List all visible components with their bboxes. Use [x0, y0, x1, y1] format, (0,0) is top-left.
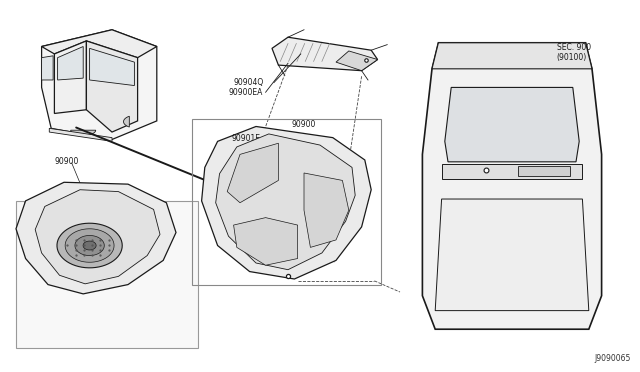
Polygon shape: [42, 30, 157, 140]
Polygon shape: [83, 241, 96, 250]
Text: 90900EA: 90900EA: [228, 88, 263, 97]
Polygon shape: [42, 56, 53, 80]
Polygon shape: [518, 166, 570, 176]
Text: J9090065: J9090065: [594, 354, 630, 363]
Polygon shape: [54, 41, 86, 113]
Polygon shape: [35, 190, 160, 284]
Polygon shape: [124, 116, 129, 127]
Polygon shape: [442, 164, 582, 179]
Polygon shape: [75, 235, 104, 256]
Bar: [192, 119, 381, 285]
Polygon shape: [57, 223, 122, 268]
Text: SEC. 900
(90100): SEC. 900 (90100): [557, 43, 591, 62]
Polygon shape: [216, 134, 355, 270]
Polygon shape: [49, 128, 112, 141]
Bar: [16, 201, 198, 348]
Polygon shape: [234, 218, 298, 265]
Polygon shape: [227, 143, 278, 203]
Text: 90904Q: 90904Q: [234, 78, 264, 87]
Polygon shape: [65, 229, 114, 262]
Polygon shape: [304, 173, 349, 247]
Polygon shape: [422, 43, 602, 329]
Polygon shape: [435, 199, 589, 311]
Polygon shape: [42, 30, 157, 58]
Polygon shape: [202, 126, 371, 279]
Polygon shape: [86, 41, 138, 132]
Text: WITH WOOFER: WITH WOOFER: [24, 202, 81, 211]
Polygon shape: [90, 48, 134, 86]
Text: 90901E: 90901E: [232, 134, 260, 143]
Polygon shape: [58, 46, 83, 80]
Polygon shape: [336, 51, 378, 71]
Polygon shape: [272, 37, 378, 71]
Polygon shape: [432, 43, 592, 69]
Polygon shape: [16, 182, 176, 294]
Polygon shape: [70, 130, 96, 135]
Text: 90900: 90900: [54, 157, 79, 166]
Polygon shape: [445, 87, 579, 162]
Text: 90900: 90900: [291, 120, 316, 129]
